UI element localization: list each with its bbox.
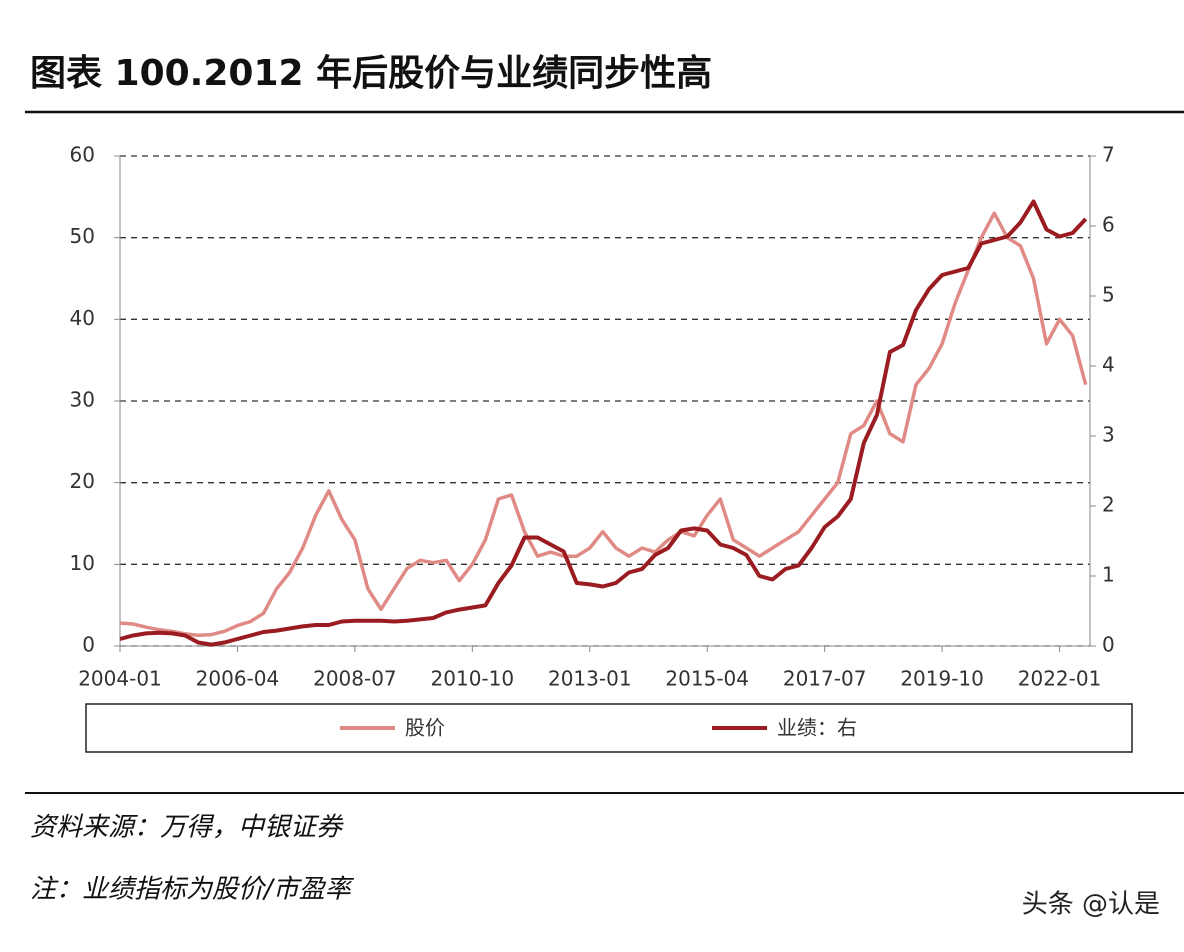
x-tick-label: 2017-07 [783, 667, 867, 691]
x-tick-label: 2004-01 [78, 667, 162, 691]
x-tick-label: 2006-04 [196, 667, 280, 691]
y-tick-label: 0 [82, 633, 95, 657]
y2-tick-label: 4 [1102, 353, 1115, 377]
y-tick-label: 50 [70, 224, 95, 248]
x-tick-label: 2008-07 [313, 667, 397, 691]
y2-tick-label: 6 [1102, 213, 1115, 237]
y2-tick-label: 7 [1102, 143, 1115, 167]
x-tick-label: 2015-04 [665, 667, 749, 691]
watermark: 头条 @认是 [1022, 890, 1160, 920]
y-tick-label: 20 [70, 469, 95, 493]
y-tick-label: 60 [70, 143, 95, 167]
line-series [119, 199, 1088, 647]
legend-box [85, 703, 1133, 753]
y-tick-label: 40 [70, 306, 95, 330]
x-tick-label: 2013-01 [548, 667, 632, 691]
y2-tick-label: 5 [1102, 283, 1115, 307]
x-tick-label: 2022-01 [1018, 667, 1102, 691]
note: 注：业绩指标为股价/市盈率 [30, 875, 355, 905]
y2-tick-label: 1 [1102, 563, 1115, 587]
y2-tick-label: 3 [1102, 423, 1115, 447]
legend-label: 股价 [405, 716, 445, 740]
x-tick-label: 2019-10 [900, 667, 984, 691]
x-tick-label: 2010-10 [431, 667, 515, 691]
y2-tick-label: 0 [1102, 633, 1115, 657]
y-tick-label: 10 [70, 551, 95, 575]
y2-tick-label: 2 [1102, 493, 1115, 517]
y-tick-label: 30 [70, 388, 95, 412]
source: 资料来源：万得，中银证券 [30, 813, 344, 843]
line-series [119, 211, 1088, 638]
legend-label: 业绩：右 [777, 716, 857, 740]
chart-title: 图表 100.2012 年后股价与业绩同步性高 [30, 53, 712, 94]
